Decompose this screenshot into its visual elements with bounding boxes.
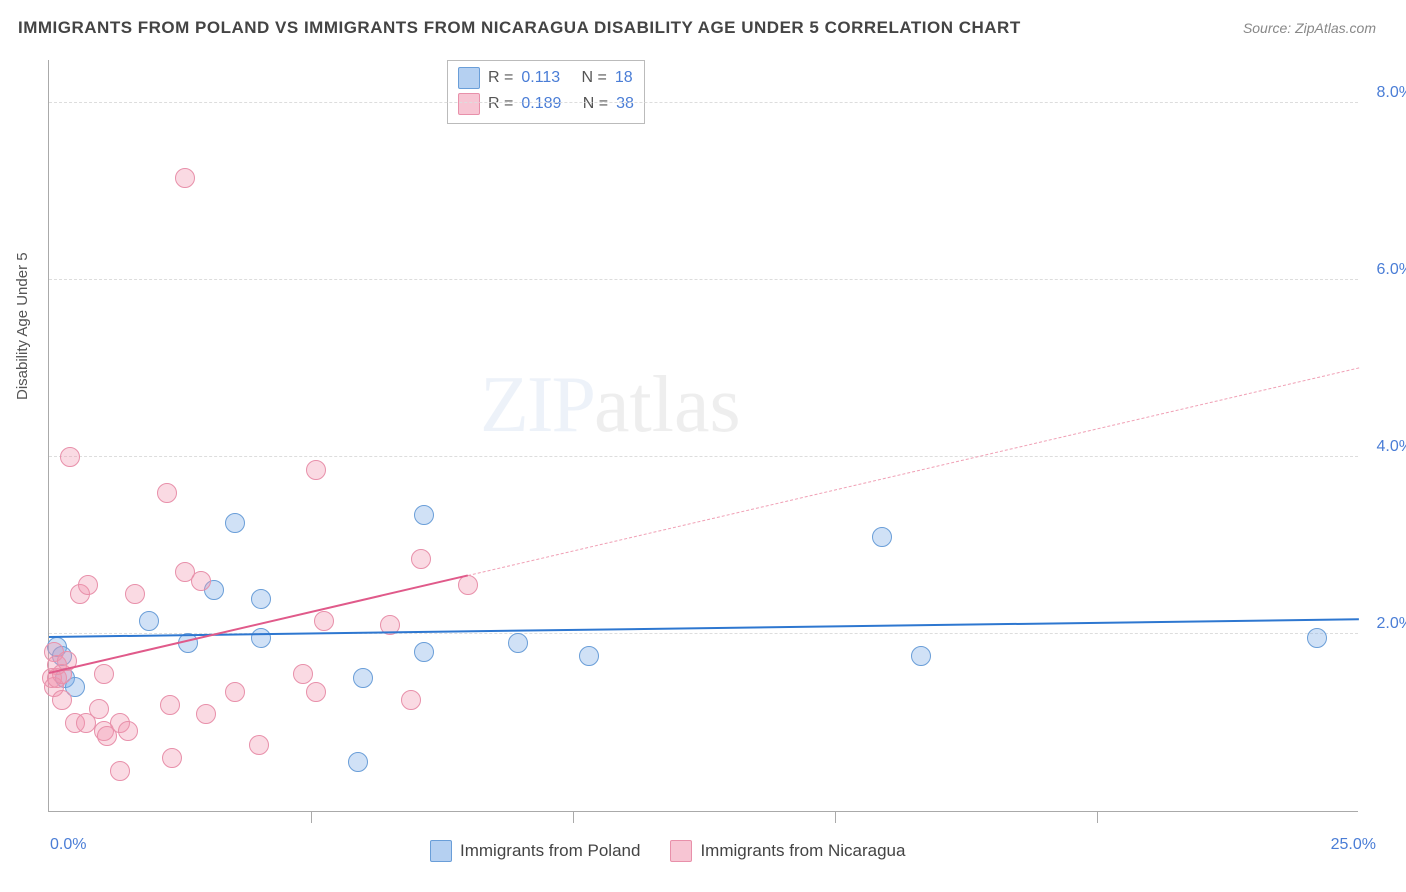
legend-item: Immigrants from Nicaragua: [670, 840, 905, 862]
y-tick-label: 6.0%: [1377, 261, 1406, 279]
legend-val: 18: [615, 69, 633, 87]
stats-row: R = 0.189 N = 38: [458, 91, 634, 117]
data-point: [251, 628, 271, 648]
x-tick: [1097, 811, 1098, 823]
data-point: [60, 447, 80, 467]
series-legend: Immigrants from Poland Immigrants from N…: [430, 840, 905, 862]
x-min-label: 0.0%: [50, 836, 86, 854]
legend-item: Immigrants from Poland: [430, 840, 640, 862]
chart-title: IMMIGRANTS FROM POLAND VS IMMIGRANTS FRO…: [18, 18, 1021, 38]
data-point: [314, 611, 334, 631]
legend-val: 0.113: [521, 69, 560, 87]
legend-key: R =: [488, 69, 513, 87]
data-point: [191, 571, 211, 591]
legend-swatch-pink: [670, 840, 692, 862]
legend-swatch-pink: [458, 93, 480, 115]
stats-legend: R = 0.113 N = 18 R = 0.189 N = 38: [447, 60, 645, 124]
legend-key: N =: [568, 69, 607, 87]
data-point: [125, 584, 145, 604]
data-point: [94, 664, 114, 684]
x-max-label: 25.0%: [1331, 836, 1376, 854]
data-point: [251, 589, 271, 609]
data-point: [249, 735, 269, 755]
x-tick: [311, 811, 312, 823]
gridline: [49, 456, 1358, 457]
y-tick-label: 4.0%: [1377, 438, 1406, 456]
data-point: [353, 668, 373, 688]
data-point: [911, 646, 931, 666]
gridline: [49, 102, 1358, 103]
data-point: [401, 690, 421, 710]
legend-val: 0.189: [521, 95, 561, 113]
source-label: Source: ZipAtlas.com: [1243, 20, 1376, 36]
data-point: [175, 168, 195, 188]
legend-key: N =: [569, 95, 608, 113]
y-tick-label: 8.0%: [1377, 84, 1406, 102]
gridline: [49, 279, 1358, 280]
legend-key: R =: [488, 95, 513, 113]
y-axis-label: Disability Age Under 5: [14, 252, 31, 400]
data-point: [348, 752, 368, 772]
x-tick: [835, 811, 836, 823]
data-point: [118, 721, 138, 741]
data-point: [89, 699, 109, 719]
data-point: [411, 549, 431, 569]
data-point: [458, 575, 478, 595]
data-point: [157, 483, 177, 503]
data-point: [414, 505, 434, 525]
y-tick-label: 2.0%: [1377, 615, 1406, 633]
legend-swatch-blue: [430, 840, 452, 862]
data-point: [225, 682, 245, 702]
data-point: [78, 575, 98, 595]
x-tick: [573, 811, 574, 823]
plot-area: R = 0.113 N = 18 R = 0.189 N = 38 2.0%4.…: [48, 60, 1358, 812]
data-point: [293, 664, 313, 684]
legend-label: Immigrants from Poland: [460, 841, 640, 861]
data-point: [414, 642, 434, 662]
data-point: [225, 513, 245, 533]
data-point: [872, 527, 892, 547]
stats-row: R = 0.113 N = 18: [458, 65, 634, 91]
data-point: [162, 748, 182, 768]
trend-line: [49, 619, 1359, 639]
data-point: [110, 761, 130, 781]
legend-swatch-blue: [458, 67, 480, 89]
data-point: [579, 646, 599, 666]
data-point: [196, 704, 216, 724]
trend-line: [468, 368, 1359, 577]
legend-val: 38: [616, 95, 634, 113]
data-point: [139, 611, 159, 631]
data-point: [306, 460, 326, 480]
data-point: [306, 682, 326, 702]
data-point: [52, 690, 72, 710]
legend-label: Immigrants from Nicaragua: [700, 841, 905, 861]
data-point: [508, 633, 528, 653]
data-point: [160, 695, 180, 715]
data-point: [1307, 628, 1327, 648]
